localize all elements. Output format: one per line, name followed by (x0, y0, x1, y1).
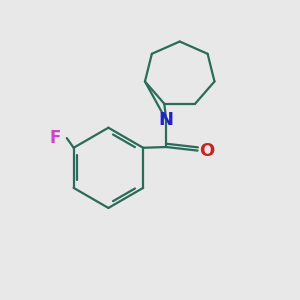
Text: N: N (159, 111, 174, 129)
Text: F: F (50, 129, 61, 147)
Text: O: O (199, 142, 214, 160)
